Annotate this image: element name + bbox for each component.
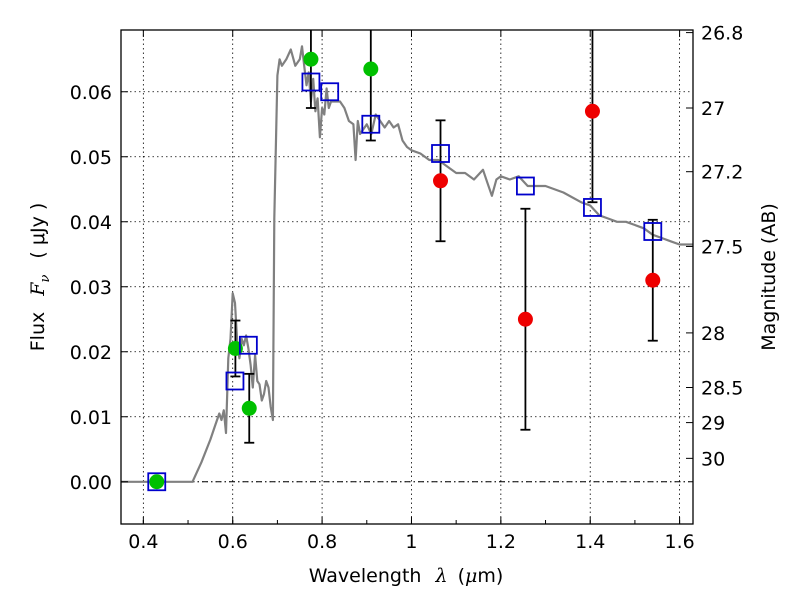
ticks: 0.4 0.6 0.8 1 1.2 1.4 1.6 0.00 0.01 0.02 0.03 0.04 0… <box>70 23 744 553</box>
observed-point <box>433 173 449 189</box>
y2-tick-label: 30 <box>701 448 725 470</box>
model-square <box>516 176 535 196</box>
x-tick-label: 1.4 <box>575 531 605 553</box>
model-square <box>225 371 245 391</box>
x-axis-label: Wavelength λ (μm) <box>309 565 504 587</box>
y-tick-label: 0.04 <box>70 212 112 234</box>
x-tick-label: 0.4 <box>128 531 158 553</box>
y2-axis-label: Magnitude (AB) <box>758 203 780 351</box>
model-square <box>320 82 340 102</box>
observed-point <box>149 474 165 490</box>
y2-tick-label: 26.8 <box>701 23 743 45</box>
observed-point <box>363 61 379 77</box>
x-tick-label: 0.8 <box>307 531 337 553</box>
observed-point <box>303 51 319 67</box>
model-square <box>147 472 167 492</box>
observed-point <box>645 272 661 288</box>
observed-point <box>241 400 257 416</box>
model-square <box>361 114 381 134</box>
y-tick-label: 0.01 <box>70 407 112 429</box>
x-tick-label: 1.6 <box>664 531 694 553</box>
y2-tick-label: 27.2 <box>701 162 743 184</box>
x-tick-label: 1 <box>405 531 417 553</box>
x-tick-label: 1.2 <box>486 531 516 553</box>
y-axis-label: Flux Fν ( μJy ) <box>27 203 54 352</box>
markers <box>147 51 663 492</box>
y-tick-label: 0.03 <box>70 277 112 299</box>
y2-tick-label: 28.5 <box>701 378 743 400</box>
observed-point <box>584 103 600 119</box>
y2-tick-label: 28 <box>701 323 725 345</box>
model-square <box>643 222 663 241</box>
model-square <box>583 198 602 217</box>
y2-tick-label: 29 <box>701 413 725 435</box>
model-square <box>238 335 258 355</box>
y-tick-label: 0.05 <box>70 147 112 169</box>
x-tick-label: 0.6 <box>218 531 248 553</box>
plot-frame <box>120 29 694 525</box>
y2-tick-label: 27.5 <box>701 236 743 258</box>
y2-tick-label: 27 <box>701 98 725 120</box>
y-tick-label: 0.02 <box>70 342 112 364</box>
model-square <box>431 144 450 163</box>
y-tick-label: 0.00 <box>70 472 112 494</box>
observed-point <box>517 311 533 327</box>
axes-box <box>120 29 694 525</box>
y-tick-label: 0.06 <box>70 82 112 104</box>
model-square <box>301 72 321 92</box>
